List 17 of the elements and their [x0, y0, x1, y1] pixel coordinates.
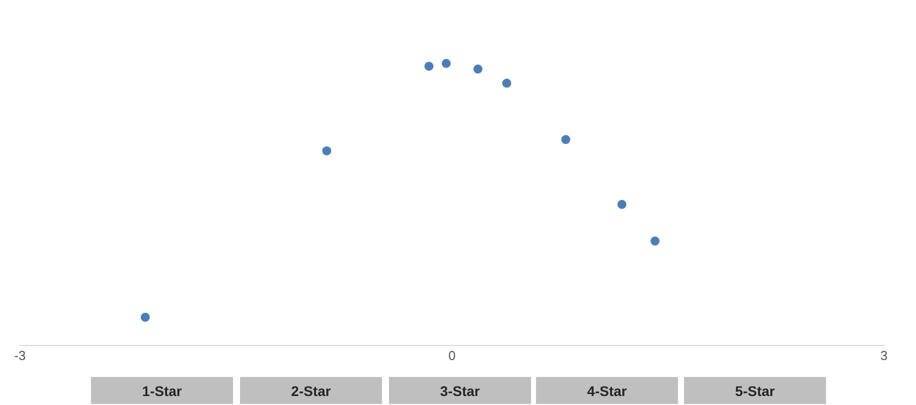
text: 2-Star: [240, 377, 382, 404]
point: [561, 135, 570, 144]
text: 5-Star: [684, 377, 826, 404]
point: [650, 236, 660, 246]
x-tick-label: 3: [880, 348, 888, 363]
text: 3-Star: [389, 377, 531, 404]
point: [617, 200, 626, 209]
x-tick-label: 0: [448, 348, 456, 363]
point: [442, 58, 451, 68]
point: [322, 146, 332, 156]
point: [502, 78, 512, 88]
point: [140, 312, 150, 322]
text: 1-Star: [91, 377, 233, 404]
point: [424, 62, 434, 71]
x-tick-label: -3: [14, 348, 26, 363]
text: 4-Star: [536, 377, 678, 404]
point: [473, 64, 482, 74]
